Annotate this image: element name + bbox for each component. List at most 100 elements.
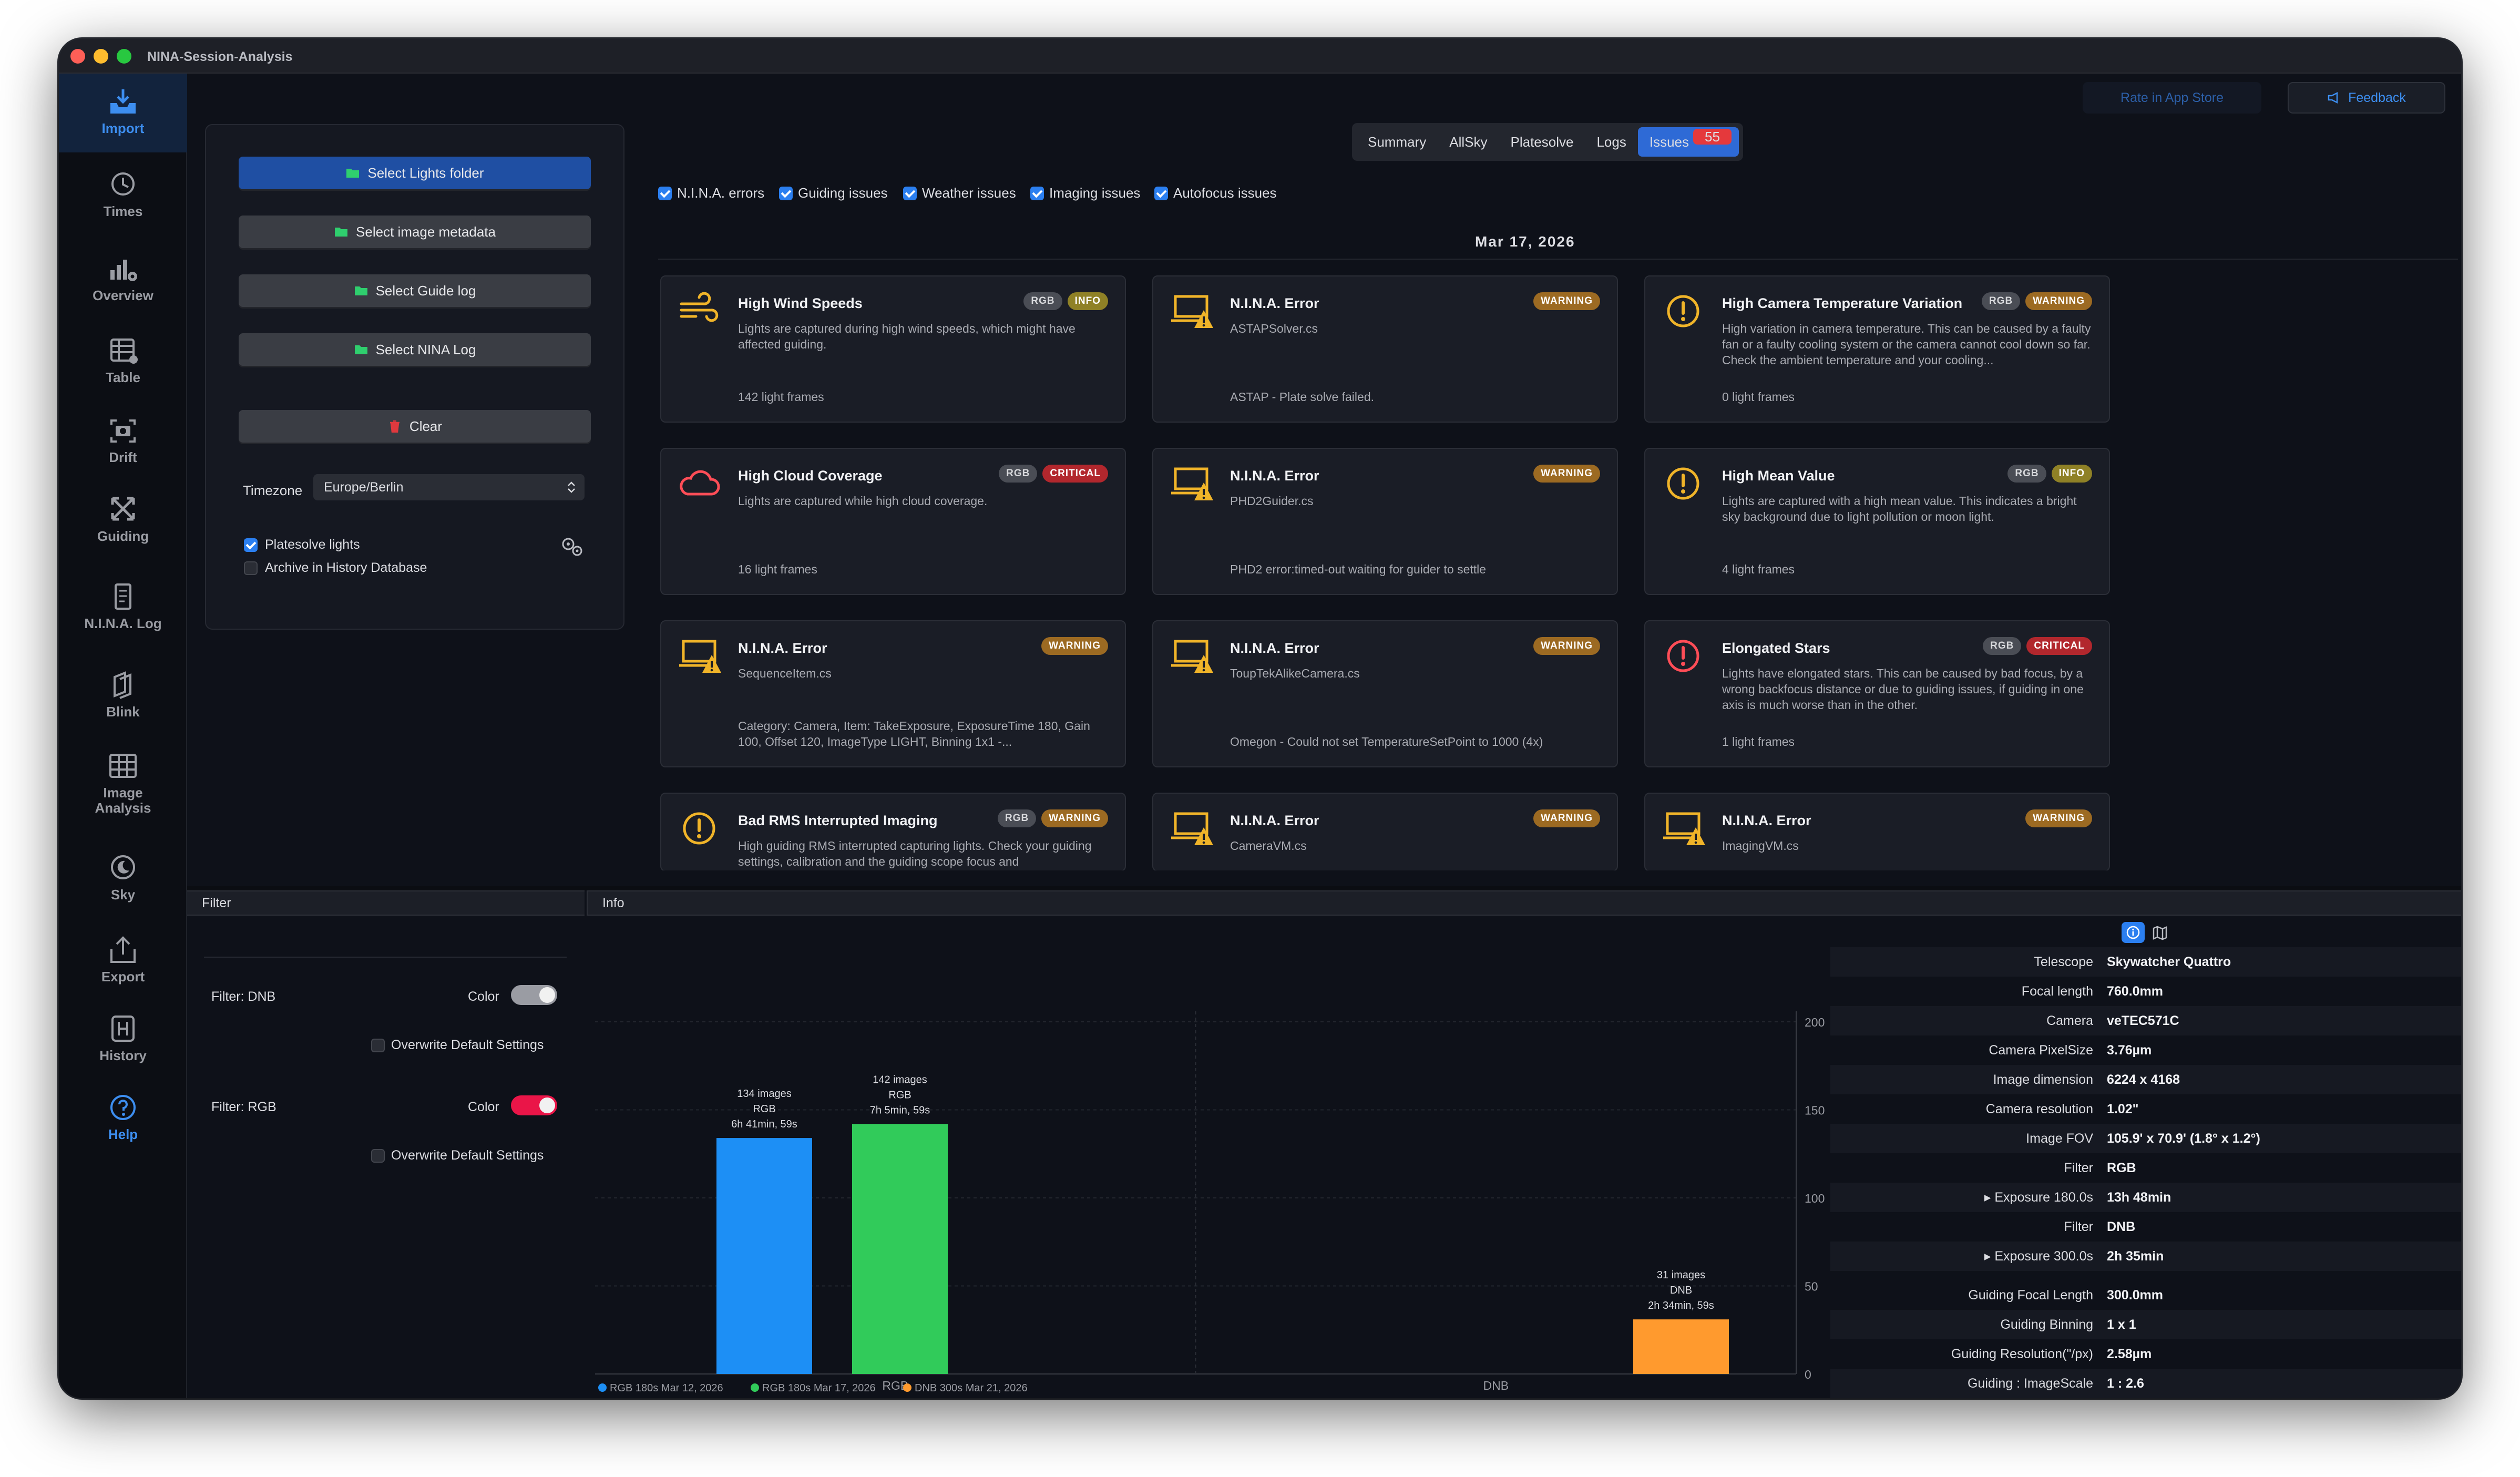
issue-card[interactable]: High Cloud Coverage RGB CRITICAL Lights are… <box>660 448 1126 595</box>
issue-title: N.I.N.A. Error <box>738 640 827 656</box>
checkbox-checked[interactable] <box>658 186 672 200</box>
map-icon[interactable] <box>2152 925 2168 941</box>
laptop-warning-icon <box>679 640 721 673</box>
y-tick-label: 150 <box>1805 1104 1825 1117</box>
issue-card[interactable]: High Mean Value RGB INFO Lights are capture… <box>1644 448 2110 595</box>
issue-card[interactable]: N.I.N.A. Error WARNING ImagingVM.cs <box>1644 793 2110 870</box>
tab-allsky[interactable]: AllSky <box>1449 134 1488 150</box>
issue-card[interactable]: High Wind Speeds RGB INFO Lights are captur… <box>660 275 1126 423</box>
select-lights-folder-button[interactable]: Select Lights folder <box>239 157 591 189</box>
issue-card[interactable]: Bad RMS Interrupted Imaging RGB WARNING Hig… <box>660 793 1126 870</box>
tab-logs[interactable]: Logs <box>1596 134 1626 150</box>
issue-footer: Omegon - Could not set TemperatureSetPoi… <box>1230 735 1543 748</box>
laptop-warning-icon <box>1171 467 1213 500</box>
close-window-button[interactable] <box>70 49 85 64</box>
select-nina-log-button[interactable]: Select NINA Log <box>239 333 591 366</box>
checkbox-unchecked[interactable] <box>244 561 258 575</box>
sidebar-item-image-analysis[interactable]: Image Analysis <box>59 752 187 816</box>
info-key: Image dimension <box>1993 1072 2093 1087</box>
sidebar-item-blink[interactable]: Blink <box>59 671 187 720</box>
minimize-window-button[interactable] <box>94 49 108 64</box>
issue-title: Bad RMS Interrupted Imaging <box>738 813 938 828</box>
sidebar-item-guiding[interactable]: Guiding <box>59 495 187 544</box>
bar-data-label: RGB <box>888 1089 911 1101</box>
sidebar-item-export[interactable]: Export <box>59 936 187 984</box>
gears-icon[interactable] <box>559 536 585 557</box>
bar-data-label: 142 images <box>873 1074 927 1085</box>
filter-dnb-overwrite-checkbox[interactable]: Overwrite Default Settings <box>371 1038 544 1053</box>
sidebar-item-table[interactable]: Table <box>59 336 187 385</box>
sidebar-item-nina-log[interactable]: N.I.N.A. Log <box>59 582 187 631</box>
issue-card[interactable]: N.I.N.A. Error WARNING PHD2Guider.cs PHD2 e… <box>1152 448 1618 595</box>
tab-summary[interactable]: Summary <box>1368 134 1427 150</box>
filter-dnb-color-swatch[interactable] <box>511 985 557 1005</box>
info-view-button[interactable] <box>2122 922 2145 943</box>
question-circle-icon <box>110 1095 136 1120</box>
info-key: Focal length <box>2021 984 2093 999</box>
checkbox-checked[interactable] <box>779 186 793 200</box>
filter-weather-issues[interactable]: Weather issues <box>903 185 1016 201</box>
tab-platesolve[interactable]: Platesolve <box>1510 134 1574 150</box>
folder-icon <box>354 286 367 295</box>
checkbox-checked[interactable] <box>903 186 917 200</box>
archive-history-checkbox[interactable]: Archive in History Database <box>244 560 427 576</box>
sidebar-item-help[interactable]: Help <box>59 1093 187 1142</box>
issue-title: N.I.N.A. Error <box>1230 295 1319 311</box>
sidebar-item-history[interactable]: History <box>59 1014 187 1063</box>
tag-warning: WARNING <box>2025 292 2092 310</box>
info-key: Guiding Binning <box>2000 1317 2093 1332</box>
select-image-metadata-button[interactable]: Select image metadata <box>239 216 591 248</box>
issue-tags: RGB WARNING <box>997 809 1108 827</box>
document-icon <box>115 583 131 610</box>
tag-warning: WARNING <box>1041 637 1108 655</box>
sidebar-item-overview[interactable]: Overview <box>59 254 187 303</box>
filter-guiding-issues[interactable]: Guiding issues <box>779 185 888 201</box>
zoom-window-button[interactable] <box>117 49 131 64</box>
timezone-select[interactable]: Europe/Berlin <box>313 474 585 500</box>
speaker-icon <box>2328 92 2338 104</box>
checkbox-checked[interactable] <box>1030 186 1044 200</box>
issue-card[interactable]: High Camera Temperature Variation RGB WARN… <box>1644 275 2110 423</box>
filter-nina-errors[interactable]: N.I.N.A. errors <box>658 185 764 201</box>
tab-issues[interactable]: Issues 55 <box>1637 127 1739 157</box>
issue-card[interactable]: Elongated Stars RGB CRITICAL Lights have el… <box>1644 620 2110 767</box>
issue-title: High Wind Speeds <box>738 295 863 311</box>
filter-autofocus-issues[interactable]: Autofocus issues <box>1154 185 1277 201</box>
sidebar-item-sky[interactable]: Sky <box>59 854 187 902</box>
rate-app-store-button[interactable]: Rate in App Store <box>2083 82 2261 114</box>
checkbox-unchecked[interactable] <box>371 1038 385 1052</box>
checkbox-checked[interactable] <box>1154 186 1168 200</box>
issue-card[interactable]: N.I.N.A. Error WARNING ToupTekAlikeCamera.… <box>1152 620 1618 767</box>
feedback-button[interactable]: Feedback <box>2288 82 2445 114</box>
filter-imaging-issues[interactable]: Imaging issues <box>1030 185 1140 201</box>
folder-icon <box>346 169 360 178</box>
issue-card[interactable]: N.I.N.A. Error WARNING CameraVM.cs <box>1152 793 1618 870</box>
sidebar-item-import[interactable]: Import <box>59 74 187 152</box>
sidebar-item-label: Image Analysis <box>95 785 151 816</box>
sidebar-item-times[interactable]: Times <box>59 170 187 219</box>
filter-rgb-overwrite-checkbox[interactable]: Overwrite Default Settings <box>371 1148 544 1163</box>
button-label: Select Lights folder <box>367 165 484 181</box>
issue-card[interactable]: N.I.N.A. Error WARNING SequenceItem.cs Cate… <box>660 620 1126 767</box>
info-value: 2h 35min <box>2107 1249 2164 1264</box>
color-label: Color <box>468 1100 499 1114</box>
checkbox-checked[interactable] <box>244 538 258 552</box>
issue-description: PHD2Guider.cs <box>1230 494 1314 508</box>
split-divider[interactable] <box>187 886 2461 890</box>
checkbox-unchecked[interactable] <box>371 1148 385 1163</box>
issue-title: N.I.N.A. Error <box>1722 813 1811 828</box>
info-key: ▸ Exposure 300.0s <box>1984 1249 2093 1264</box>
laptop-warning-icon <box>1171 295 1213 328</box>
info-value: veTEC571C <box>2107 1013 2179 1028</box>
filter-rgb-color-swatch[interactable] <box>511 1095 557 1115</box>
issue-description: SequenceItem.cs <box>738 666 832 680</box>
issue-tags: WARNING <box>2025 809 2092 827</box>
arrows-expand-icon <box>111 497 135 521</box>
sidebar-item-drift[interactable]: Drift <box>59 416 187 465</box>
select-guide-log-button[interactable]: Select Guide log <box>239 274 591 307</box>
y-tick-label: 0 <box>1805 1368 1811 1381</box>
exclamation-circle-icon <box>683 812 715 845</box>
clear-button[interactable]: Clear <box>239 410 591 443</box>
issue-card[interactable]: N.I.N.A. Error WARNING ASTAPSolver.cs ASTAP… <box>1152 275 1618 423</box>
platesolve-lights-checkbox[interactable]: Platesolve lights <box>244 537 360 552</box>
